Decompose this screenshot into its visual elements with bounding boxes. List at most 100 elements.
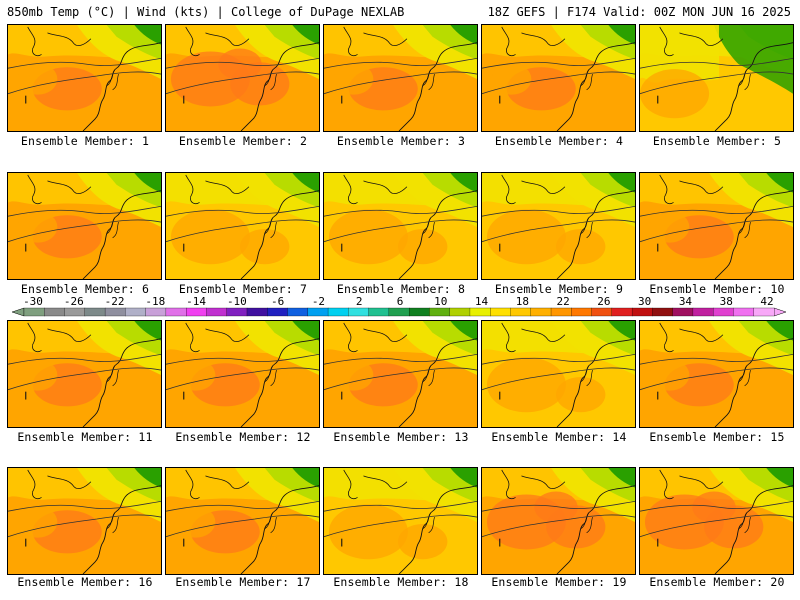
ensemble-map-panel <box>639 24 794 132</box>
ensemble-map-panel <box>639 320 794 428</box>
colorbar-swatch <box>165 307 187 317</box>
ensemble-map-panel <box>323 172 478 280</box>
ensemble-member-caption: Ensemble Member: 8 <box>336 282 466 296</box>
colorbar-tick-label: -6 <box>271 296 284 308</box>
colorbar-tick-label: -26 <box>64 296 84 308</box>
colorbar-swatch <box>490 307 511 317</box>
colorbar-tick-label: -22 <box>105 296 125 308</box>
temperature-map <box>640 25 793 131</box>
ensemble-map-panel <box>7 24 162 132</box>
colorbar-swatch <box>84 307 106 317</box>
temperature-map <box>324 25 477 131</box>
ensemble-member-caption: Ensemble Member: 3 <box>336 134 466 148</box>
temperature-map <box>324 468 477 574</box>
temperature-map <box>8 25 161 131</box>
ensemble-member-caption: Ensemble Member: 15 <box>649 430 785 444</box>
colorbar-swatch <box>692 307 714 317</box>
product-title: 850mb Temp (°C) | Wind (kts) | College o… <box>7 5 405 19</box>
ensemble-member-caption: Ensemble Member: 7 <box>178 282 308 296</box>
temperature-map <box>8 173 161 279</box>
temperature-map <box>8 468 161 574</box>
colorbar-swatch <box>226 307 248 317</box>
colorbar-swatch <box>348 307 370 317</box>
colorbar-swatch <box>287 307 309 317</box>
colorbar-swatch <box>469 307 491 317</box>
colorbar-swatch <box>145 307 167 317</box>
temperature-map <box>324 321 477 427</box>
colorbar-tick-label: 42 <box>760 296 773 308</box>
ensemble-member-caption: Ensemble Member: 9 <box>494 282 624 296</box>
ensemble-map-panel <box>323 320 478 428</box>
colorbar-tick-label: -18 <box>145 296 165 308</box>
ensemble-map-panel <box>7 320 162 428</box>
ensemble-map-panel <box>639 467 794 575</box>
colorbar-tick-label: 26 <box>597 296 610 308</box>
colorbar-swatch <box>186 307 207 317</box>
colorbar-min-arrow <box>11 307 25 317</box>
colorbar-tick-label: 30 <box>638 296 651 308</box>
colorbar-swatch <box>267 307 288 317</box>
colorbar-swatch <box>125 307 147 317</box>
ensemble-member-caption: Ensemble Member: 19 <box>491 575 627 589</box>
colorbar-tick-label: 10 <box>434 296 447 308</box>
colorbar-max-arrow <box>773 307 787 317</box>
temperature-map <box>166 25 319 131</box>
colorbar-swatch <box>408 307 430 317</box>
temperature-map <box>482 25 635 131</box>
temperature-map <box>640 468 793 574</box>
colorbar-swatch <box>327 307 349 317</box>
colorbar-tick-label: 14 <box>475 296 489 308</box>
ensemble-member-caption: Ensemble Member: 2 <box>178 134 308 148</box>
colorbar-tick-label: -14 <box>186 296 206 308</box>
colorbar-swatch <box>530 307 552 317</box>
temperature-map <box>640 321 793 427</box>
colorbar-tick-label: -10 <box>227 296 247 308</box>
colorbar-swatch <box>550 307 572 317</box>
ensemble-map-panel <box>165 172 320 280</box>
colorbar-swatch <box>206 307 228 317</box>
ensemble-member-caption: Ensemble Member: 5 <box>652 134 782 148</box>
colorbar-swatch <box>510 307 532 317</box>
colorbar-tick-label: -2 <box>312 296 325 308</box>
colorbar-swatch <box>23 307 45 317</box>
ensemble-map-panel <box>7 172 162 280</box>
colorbar-swatch <box>104 307 126 317</box>
ensemble-member-caption: Ensemble Member: 10 <box>649 282 785 296</box>
temperature-map <box>166 321 319 427</box>
temperature-map <box>482 468 635 574</box>
temperature-map <box>324 173 477 279</box>
colorbar-swatch <box>307 307 329 317</box>
ensemble-member-caption: Ensemble Member: 20 <box>649 575 785 589</box>
colorbar-swatch <box>611 307 633 317</box>
colorbar-swatch <box>388 307 410 317</box>
colorbar-swatch <box>591 307 613 317</box>
chart-header: 850mb Temp (°C) | Wind (kts) | College o… <box>0 0 800 22</box>
ensemble-member-caption: Ensemble Member: 13 <box>333 430 469 444</box>
run-valid-time: 18Z GEFS | F174 Valid: 00Z MON JUN 16 20… <box>487 5 791 19</box>
temperature-map <box>482 321 635 427</box>
colorbar-swatch <box>631 307 653 317</box>
ensemble-map-panel <box>481 320 636 428</box>
colorbar-swatch <box>64 307 86 317</box>
temperature-map <box>482 173 635 279</box>
colorbar-tick-label: 6 <box>397 296 404 308</box>
ensemble-map-panel <box>639 172 794 280</box>
ensemble-member-caption: Ensemble Member: 11 <box>17 430 153 444</box>
ensemble-member-caption: Ensemble Member: 1 <box>20 134 150 148</box>
colorbar-tick-label: 34 <box>679 296 693 308</box>
ensemble-map-panel <box>165 24 320 132</box>
colorbar-swatch <box>449 307 471 317</box>
ensemble-member-caption: Ensemble Member: 17 <box>175 575 311 589</box>
ensemble-member-caption: Ensemble Member: 6 <box>20 282 150 296</box>
temperature-map <box>640 173 793 279</box>
colorbar-swatch <box>246 307 268 317</box>
colorbar-swatch <box>368 307 390 317</box>
temperature-map <box>166 468 319 574</box>
temperature-map <box>8 321 161 427</box>
colorbar-swatch <box>733 307 755 317</box>
colorbar-tick-label: 38 <box>720 296 733 308</box>
ensemble-map-panel <box>323 24 478 132</box>
colorbar-swatch <box>713 307 734 317</box>
ensemble-map-panel <box>323 467 478 575</box>
colorbar-swatch <box>753 307 775 317</box>
